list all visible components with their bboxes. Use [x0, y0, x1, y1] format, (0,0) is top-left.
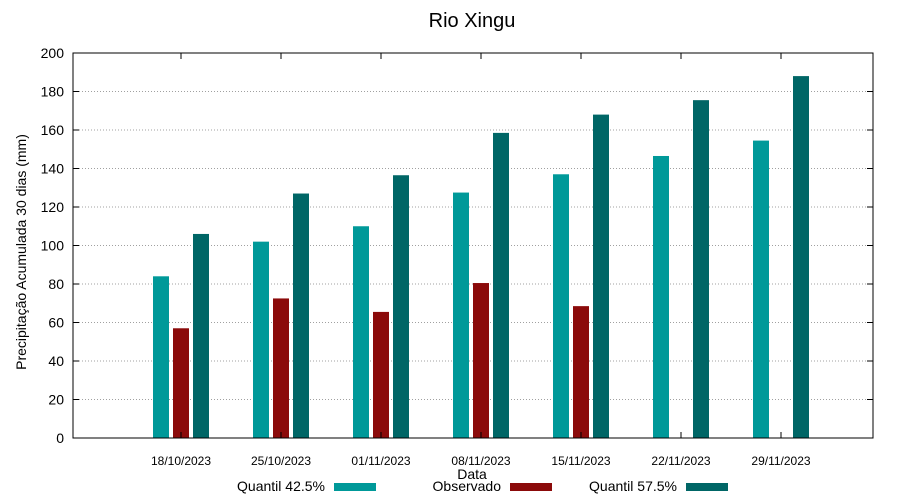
legend-label: Observado: [433, 478, 502, 494]
x-tick-label: 15/11/2023: [551, 454, 610, 468]
x-tick-label: 29/11/2023: [751, 454, 810, 468]
bar-quantil-57-5-: [293, 193, 309, 438]
x-tick-label: 18/10/2023: [151, 454, 211, 468]
y-tick-label: 0: [56, 430, 64, 446]
bar-quantil-42-5-: [253, 241, 269, 438]
bar-quantil-42-5-: [753, 140, 769, 438]
bar-observado: [473, 283, 489, 438]
x-tick-label: 25/10/2023: [251, 454, 311, 468]
bars: [153, 76, 809, 439]
bar-observado: [573, 306, 589, 438]
legend-label: Quantil 42.5%: [237, 478, 325, 494]
y-axis-label: Precipitação Acumulada 30 dias (mm): [13, 134, 29, 370]
x-axis-ticks: 18/10/2023 25/10/2023 01/11/2023 08/11/2023…: [151, 53, 811, 468]
y-tick-label: 60: [48, 315, 64, 331]
bar-observado: [373, 311, 389, 438]
x-tick-label: 08/11/2023: [451, 454, 510, 468]
x-tick-label: 22/11/2023: [651, 454, 710, 468]
y-tick-label: 80: [48, 276, 64, 292]
x-axis-label: Data: [457, 466, 487, 482]
bar-quantil-57-5-: [593, 114, 609, 438]
bar-quantil-42-5-: [153, 276, 169, 438]
legend-swatch: [686, 483, 728, 491]
bar-quantil-42-5-: [353, 226, 369, 438]
bar-quantil-57-5-: [493, 132, 509, 438]
bar-quantil-57-5-: [693, 100, 709, 438]
y-tick-label: 120: [41, 199, 65, 215]
x-tick-label: 01/11/2023: [351, 454, 410, 468]
chart-title: Rio Xingu: [429, 10, 516, 32]
y-tick-label: 20: [48, 392, 64, 408]
legend-swatch: [510, 483, 552, 491]
y-tick-label: 160: [41, 122, 65, 138]
bar-quantil-57-5-: [193, 233, 209, 438]
bar-observado: [273, 298, 289, 438]
y-tick-label: 180: [41, 84, 65, 100]
y-tick-label: 40: [48, 353, 64, 369]
bar-quantil-57-5-: [793, 76, 809, 438]
y-axis-ticks: 0 20 40 60 80 100 120 140 160 180 200: [41, 45, 873, 446]
y-tick-label: 200: [41, 45, 65, 61]
y-tick-label: 100: [41, 238, 65, 254]
legend-swatch: [334, 483, 376, 491]
bar-quantil-42-5-: [653, 155, 669, 439]
legend-label: Quantil 57.5%: [589, 478, 677, 494]
bar-quantil-57-5-: [393, 175, 409, 439]
bar-quantil-42-5-: [453, 192, 469, 438]
legend: Quantil 42.5% Observado Quantil 57.5%: [237, 478, 728, 494]
y-tick-label: 140: [41, 161, 65, 177]
bar-observado: [173, 328, 189, 438]
bar-quantil-42-5-: [553, 174, 569, 438]
